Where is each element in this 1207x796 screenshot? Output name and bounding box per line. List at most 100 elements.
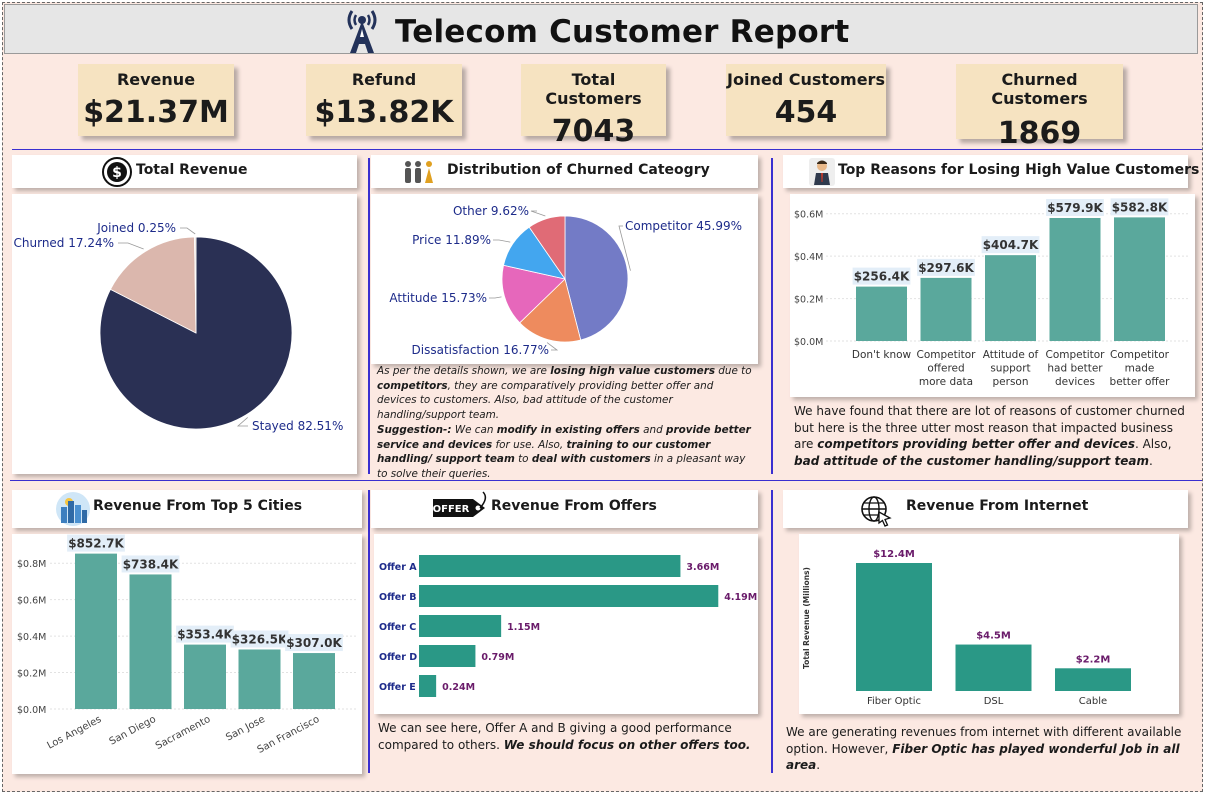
- bar: [856, 286, 907, 341]
- data-label-bg: [285, 634, 343, 652]
- text: in a pleasant way to solve their queries…: [377, 453, 746, 480]
- x-tick-label: San Jose: [224, 714, 267, 744]
- x-tick-label: Competitor: [1110, 349, 1170, 361]
- pie-slice: [519, 278, 582, 343]
- data-label: $2.2M: [1076, 654, 1111, 665]
- text: .: [816, 758, 821, 772]
- x-tick-label: DSL: [984, 696, 1004, 707]
- x-tick-label: offered: [927, 363, 964, 375]
- bar: [129, 574, 172, 709]
- y-tick-label: $0.6M: [794, 210, 823, 221]
- top-cities-bar-chart: $0.0M $0.2M $0.4M $0.6M $0.8M $852.7K Los Ange…: [17, 534, 357, 756]
- x-tick-label: person: [993, 376, 1029, 388]
- pie-label: Price 11.89%: [412, 233, 491, 247]
- top-reasons-bar-chart: $0.0M $0.2M $0.4M $0.6M $256.4K Don't know $29…: [794, 198, 1190, 388]
- x-tick-label: Competitor: [1045, 349, 1105, 361]
- data-label: 0.79M: [481, 652, 514, 663]
- kpi-label: Revenue: [116, 70, 196, 89]
- text-bold: bad attitude of the customer handling/su…: [794, 453, 1150, 468]
- data-label-bg: [1110, 198, 1169, 216]
- x-tick-label: Fiber Optic: [867, 696, 921, 707]
- leader-line: [530, 210, 546, 217]
- offers-description: We can see here, Offer A and B giving a …: [378, 720, 753, 753]
- kpi-label: Churned Customers: [991, 70, 1088, 108]
- businessman-icon: [809, 158, 835, 186]
- leader-line: [180, 227, 196, 235]
- churn-category-suggestion: Suggestion-: We can modify in existing o…: [377, 423, 755, 481]
- internet-bar-chart: $12.4M Fiber Optic $4.5M DSL $2.2M Cable Total…: [802, 549, 1131, 707]
- internet-title: Revenue From Internet: [906, 498, 1089, 514]
- data-label: $738.4K: [123, 557, 179, 571]
- pie-label: Churned 17.24%: [14, 236, 115, 250]
- text: and: [639, 424, 667, 436]
- data-label: 3.66M: [686, 562, 719, 573]
- text-bold: Fiber Optic has played wonderful Job in …: [786, 741, 1180, 773]
- x-tick-label: Los Angeles: [46, 714, 104, 752]
- report-title: Telecom Customer Report: [395, 14, 850, 50]
- bar: [419, 645, 476, 667]
- pie-label: Competitor 45.99%: [625, 219, 742, 233]
- churn-category-header: [371, 155, 758, 188]
- kpi-value: 7043: [551, 114, 636, 149]
- dollar-coin-icon: $: [102, 157, 132, 187]
- text: for use. Also,: [492, 438, 567, 451]
- text: We can: [451, 424, 497, 436]
- data-label: $852.7K: [68, 537, 124, 551]
- x-tick-label: Attitude of: [983, 349, 1039, 361]
- bar: [1049, 217, 1101, 341]
- y-tick-label: $0.4M: [794, 252, 823, 263]
- antenna-icon: [347, 10, 377, 53]
- bar: [1114, 217, 1165, 341]
- pie-slice: [501, 264, 566, 324]
- pie-slice: [528, 215, 566, 281]
- data-label-bg: [230, 630, 289, 648]
- data-label-bg: [852, 267, 911, 285]
- churn-category-title: Distribution of Churned Cateogry: [447, 162, 710, 178]
- offers-title: Revenue From Offers: [491, 498, 657, 514]
- leader-line: [236, 417, 248, 427]
- svg-text:$: $: [112, 165, 122, 181]
- text-bold: Suggestion-:: [377, 424, 452, 436]
- y-tick-label: Offer B: [379, 592, 416, 603]
- data-label: $326.5K: [232, 633, 288, 647]
- y-tick-label: $0.4M: [17, 632, 46, 643]
- y-tick-label: Offer E: [379, 682, 416, 693]
- text-bold: We should focus on other offers too.: [503, 737, 751, 752]
- pie-slice: [109, 236, 197, 334]
- y-tick-label: Offer C: [379, 622, 416, 633]
- data-label: $353.4K: [177, 628, 233, 642]
- text: We are generating revenues from internet…: [786, 725, 1182, 756]
- data-label-bg: [176, 625, 234, 643]
- kpi-value: 1869: [997, 116, 1082, 151]
- y-tick-label: $0.6M: [17, 596, 46, 607]
- data-label-bg: [981, 236, 1040, 254]
- data-label: 1.15M: [507, 622, 540, 633]
- text: We can see here, Offer A and B giving a …: [378, 721, 732, 752]
- y-axis-label: Total Revenue (Millions): [802, 567, 811, 669]
- text: . Also,: [1134, 437, 1172, 451]
- people-icon: [405, 161, 433, 183]
- kpi-total-customers: Total Customers 7043: [521, 64, 666, 149]
- data-label: $404.7K: [983, 238, 1039, 252]
- kpi-value: 454: [774, 95, 838, 130]
- offers-bar-chart: Offer A 3.66M Offer B 4.19M Offer C 1.15M Offe…: [379, 555, 757, 697]
- bar: [955, 644, 1032, 691]
- x-tick-label: San Diego: [108, 714, 158, 748]
- kpi-joined-customers: Joined Customers 454: [726, 64, 886, 136]
- total-revenue-title: Total Revenue: [136, 162, 248, 178]
- bar: [419, 675, 437, 697]
- x-tick-label: support: [990, 363, 1030, 375]
- bar: [238, 649, 281, 709]
- leader-line: [493, 239, 511, 243]
- data-label: $4.5M: [976, 631, 1011, 642]
- text: to: [514, 453, 532, 465]
- offer-tag-icon: OFFER: [433, 491, 487, 517]
- leader-line: [489, 296, 502, 299]
- bar: [419, 585, 719, 607]
- bar: [985, 255, 1036, 341]
- text: due to: [715, 365, 752, 377]
- y-tick-label: $0.2M: [17, 669, 46, 680]
- data-label: $582.8K: [1112, 200, 1168, 214]
- kpi-value: $21.37M: [83, 95, 229, 130]
- pie-label: Stayed 82.51%: [252, 419, 343, 433]
